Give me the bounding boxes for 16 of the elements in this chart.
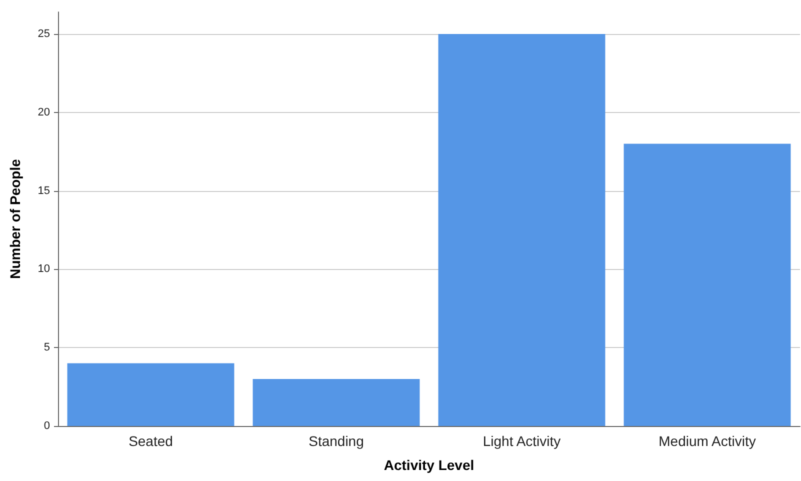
y-tick-label: 20 (38, 106, 50, 118)
y-tick-label: 25 (38, 28, 50, 40)
y-tick-label: 5 (44, 342, 50, 354)
x-axis-title: Activity Level (384, 457, 474, 473)
bar (438, 34, 606, 426)
y-tick-label: 10 (38, 263, 50, 276)
x-tick-label: Light Activity (482, 433, 561, 449)
bar (252, 378, 420, 426)
y-tick-label: 15 (38, 184, 50, 197)
x-tick-label: Seated (128, 433, 173, 449)
x-tick-label: Standing (308, 433, 364, 449)
bar (624, 144, 791, 426)
y-tick-label: 0 (44, 420, 50, 432)
x-tick-label: Medium Activity (658, 433, 756, 449)
bar (67, 363, 234, 426)
y-axis-title: Number of People (7, 158, 23, 279)
